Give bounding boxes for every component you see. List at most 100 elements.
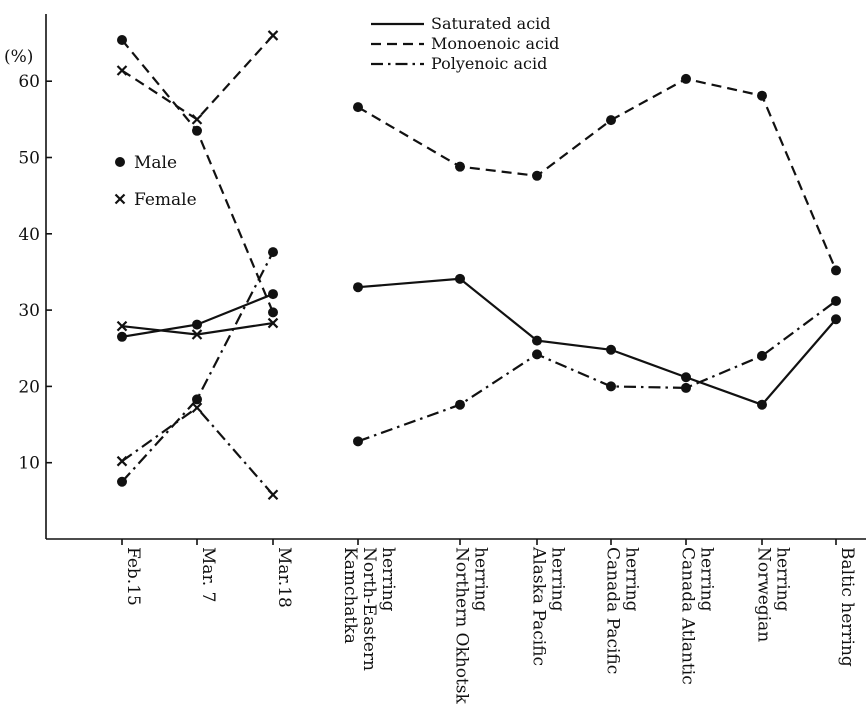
y-tick-label: 30 [18, 301, 40, 321]
x-category-label: herring [697, 547, 717, 612]
marker-cross-stroke [114, 193, 126, 205]
marker-dot [117, 476, 127, 487]
marker-cross-stroke [116, 65, 128, 76]
marker-cross [116, 320, 128, 332]
marker-dot [353, 436, 363, 447]
marker-dot [831, 265, 841, 276]
marker-dot [192, 394, 202, 405]
marker-dot [353, 102, 363, 113]
marker-cross-stroke [191, 114, 203, 125]
x-categories: Feb.15 Mar. 7 Mar.18 Kamchatka North-Eastern… [121, 539, 857, 705]
x-category-label: Baltic herring [837, 547, 857, 667]
marker-dot [681, 73, 691, 84]
marker-dot [757, 350, 767, 361]
legend-label: Saturated acid [431, 14, 551, 33]
marker-dot [353, 282, 363, 293]
x-category-label: Alaska Pacific [529, 546, 549, 666]
y-unit-label: (%) [4, 47, 33, 67]
series-monoenoic-acid-female [116, 30, 279, 125]
y-tick-label: 50 [18, 149, 40, 169]
sex-legend-label: Female [134, 190, 197, 210]
x-category-label: herring [622, 547, 642, 612]
y-tick-label: 40 [18, 225, 40, 245]
x-category-label: North-Eastern [359, 547, 379, 671]
series-saturated-acid-regional [353, 273, 841, 410]
marker-cross [114, 193, 126, 205]
marker-cross [191, 114, 203, 125]
marker-cross-stroke [116, 455, 128, 467]
series-line [357, 277, 837, 407]
marker-cross-stroke [267, 489, 279, 501]
x-category-label: herring [773, 547, 793, 612]
marker-dot [455, 273, 465, 284]
series-line [121, 251, 274, 483]
marker-dot [681, 372, 691, 383]
sex-legend: Male Female [114, 153, 197, 210]
marker-cross [267, 489, 279, 501]
series-saturated-acid-male [117, 289, 278, 342]
marker-cross [267, 30, 279, 41]
x-category-label: Feb.15 [123, 547, 143, 606]
marker-dot [831, 314, 841, 325]
y-tick-label: 10 [18, 454, 40, 474]
marker-dot [606, 344, 616, 355]
legend-label: Monoenoic acid [431, 34, 559, 53]
legend-label: Polyenoic acid [431, 54, 547, 73]
marker-cross-stroke [267, 30, 279, 41]
marker-dot [268, 289, 278, 300]
series-group [116, 30, 841, 501]
y-tick-label: 20 [18, 377, 40, 397]
series-polyenoic-acid-female [116, 402, 279, 501]
x-category-label: Canada Pacific [603, 547, 623, 674]
axes [45, 14, 866, 540]
y-tick-label: 60 [18, 72, 40, 92]
marker-dot [831, 295, 841, 306]
marker-dot [117, 331, 127, 342]
series-polyenoic-acid-male [117, 247, 278, 487]
y-ticks: 10 20 30 40 50 60 (%) [4, 47, 52, 474]
series-polyenoic-acid-regional [353, 295, 841, 447]
series-line [357, 300, 837, 443]
marker-cross [191, 329, 203, 340]
marker-dot [268, 307, 278, 318]
series-saturated-acid-female [116, 317, 279, 340]
marker-dot [532, 349, 542, 360]
marker-dot [455, 399, 465, 410]
sex-legend-label: Male [134, 153, 177, 173]
x-category-label: Norwegian [754, 547, 774, 642]
marker-cross-stroke [267, 317, 279, 329]
marker-cross [116, 455, 128, 467]
series-line [121, 39, 275, 313]
series-line [357, 77, 838, 271]
marker-dot [455, 161, 465, 172]
x-category-label: Mar. 7 [198, 547, 218, 602]
x-category-label: herring [378, 547, 398, 612]
series-monoenoic-acid-male [117, 34, 278, 318]
series-monoenoic-acid-regional [353, 73, 841, 276]
x-category-label: Northern Okhotsk [452, 547, 472, 705]
marker-dot [192, 125, 202, 136]
series-line [121, 34, 274, 121]
series-line [121, 406, 274, 496]
x-category-label: Mar.18 [274, 547, 294, 608]
marker-cross-stroke [191, 329, 203, 340]
marker-cross-stroke [116, 320, 128, 332]
marker-dot [532, 170, 542, 181]
marker-cross-stroke [191, 402, 203, 414]
marker-cross [267, 317, 279, 329]
series-line [121, 293, 274, 338]
marker-cross [191, 402, 203, 414]
marker-dot [606, 115, 616, 126]
x-category-label: herring [471, 547, 491, 612]
marker-dot [115, 157, 125, 167]
marker-dot [117, 34, 127, 45]
x-category-label: Kamchatka [340, 547, 360, 644]
marker-dot [532, 335, 542, 346]
x-category-label: herring [548, 547, 568, 612]
marker-dot [681, 382, 691, 393]
marker-dot [192, 319, 202, 330]
marker-cross [116, 65, 128, 76]
x-category-label: Canada Atlantic [678, 547, 698, 685]
